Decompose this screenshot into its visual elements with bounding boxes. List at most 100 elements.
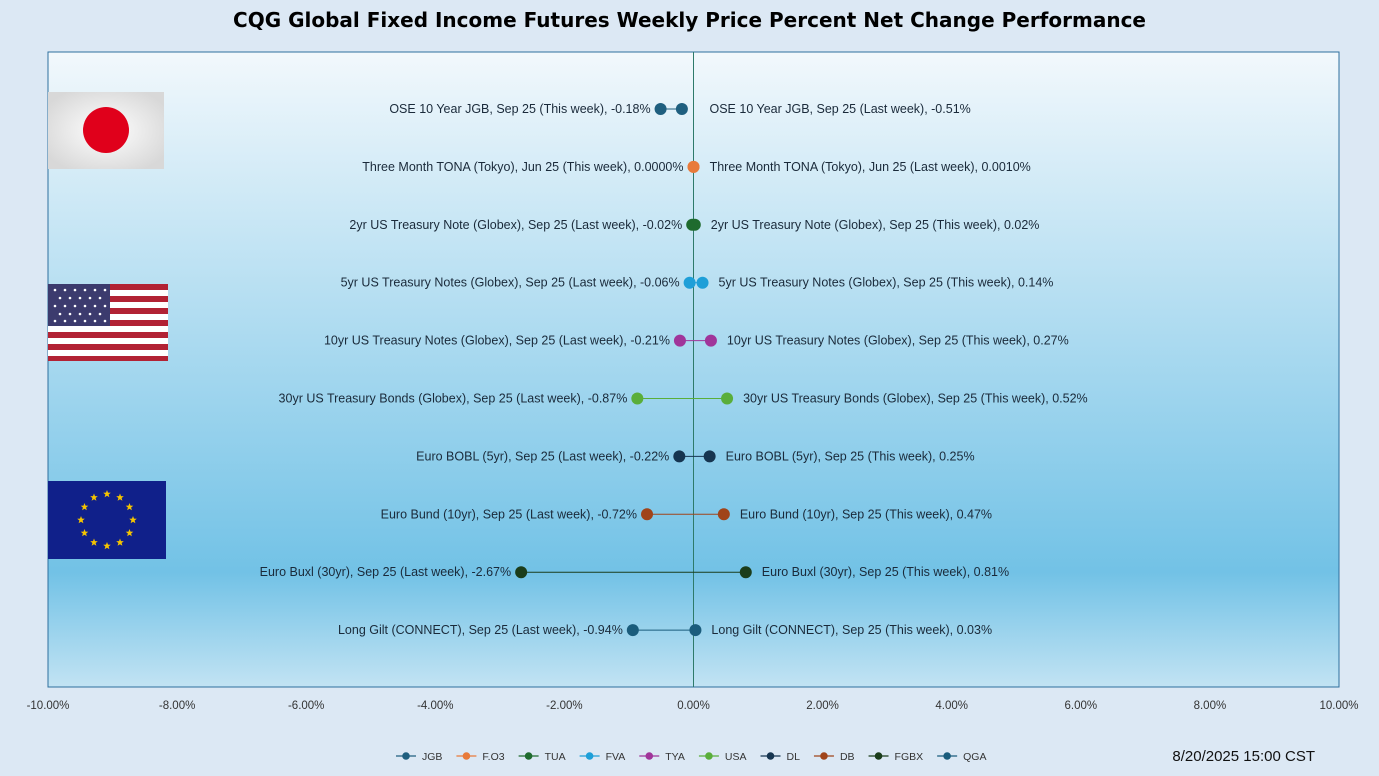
legend-item: QGA xyxy=(937,751,986,763)
legend-marker xyxy=(462,752,471,760)
point-label-right: Euro Bund (10yr), Sep 25 (This week), 0.… xyxy=(740,507,992,521)
eu-star xyxy=(80,529,89,537)
legend-marker xyxy=(943,752,951,760)
x-tick-label: 10.00% xyxy=(1319,700,1358,712)
point-label-left: Euro Buxl (30yr), Sep 25 (Last week), -2… xyxy=(260,565,512,579)
point-label-left: 2yr US Treasury Note (Globex), Sep 25 (L… xyxy=(349,218,682,232)
point-label-right: Long Gilt (CONNECT), Sep 25 (This week),… xyxy=(711,623,992,637)
legend-label: DL xyxy=(787,751,801,763)
japan-flag xyxy=(48,92,164,169)
point-right xyxy=(696,276,709,289)
point-label-left: 5yr US Treasury Notes (Globex), Sep 25 (… xyxy=(341,276,680,290)
x-tick-label: 0.00% xyxy=(677,700,710,712)
point-label-right: Three Month TONA (Tokyo), Jun 25 (Last w… xyxy=(710,160,1031,174)
point-label-right: Euro BOBL (5yr), Sep 25 (This week), 0.2… xyxy=(726,449,975,463)
eu-star xyxy=(125,529,134,537)
point-label-left: 30yr US Treasury Bonds (Globex), Sep 25 … xyxy=(279,392,628,406)
chart-marks: OSE 10 Year JGB, Sep 25 (This week), -0.… xyxy=(260,102,1088,637)
eu-star xyxy=(103,542,111,550)
x-tick-label: -4.00% xyxy=(417,700,453,712)
eu-star xyxy=(125,503,134,511)
legend-label: TYA xyxy=(665,751,685,763)
legend-item: TYA xyxy=(639,751,685,763)
legend-label: JGB xyxy=(422,751,442,763)
legend-label: FVA xyxy=(606,751,626,763)
point-label-left: Euro Bund (10yr), Sep 25 (Last week), -0… xyxy=(381,507,637,521)
legend-marker xyxy=(820,752,828,760)
legend-label: USA xyxy=(725,751,747,763)
point-right xyxy=(739,566,752,579)
point-label-left: Long Gilt (CONNECT), Sep 25 (Last week),… xyxy=(338,623,623,637)
x-tick-label: -6.00% xyxy=(288,700,324,712)
eu-star xyxy=(116,538,124,546)
legend-marker xyxy=(524,752,533,760)
point-left xyxy=(673,450,686,463)
legend-marker xyxy=(585,752,594,760)
point-label-right: 10yr US Treasury Notes (Globex), Sep 25 … xyxy=(727,334,1069,348)
point-right xyxy=(703,450,716,463)
eu-star xyxy=(129,516,137,524)
x-tick-label: 8.00% xyxy=(1194,700,1227,712)
x-tick-label: -2.00% xyxy=(546,700,582,712)
legend-item: JGB xyxy=(396,751,442,763)
point-right xyxy=(704,334,717,347)
legend-label: TUA xyxy=(545,751,566,763)
usa-flag xyxy=(48,284,168,361)
legend-item: TUA xyxy=(518,751,566,763)
point-right xyxy=(688,218,701,231)
point-left xyxy=(515,566,528,579)
eu-star xyxy=(90,538,98,546)
point-right xyxy=(721,392,734,405)
x-tick-label: -8.00% xyxy=(159,700,195,712)
legend-item: DL xyxy=(760,751,801,763)
point-right xyxy=(689,624,702,637)
x-tick-label: 4.00% xyxy=(935,700,968,712)
point-left xyxy=(641,508,654,521)
point-label-right: Euro Buxl (30yr), Sep 25 (This week), 0.… xyxy=(762,565,1009,579)
legend-marker xyxy=(402,752,410,760)
legend-label: F.O3 xyxy=(482,751,504,763)
point-left xyxy=(626,624,639,637)
x-tick-label: 2.00% xyxy=(806,700,839,712)
point-left xyxy=(654,103,667,115)
legend-label: FGBX xyxy=(895,751,924,763)
legend: JGB F.O3 TUA FVA TYA USA DL DB FGBX QGA xyxy=(396,751,986,763)
point-label-right: OSE 10 Year JGB, Sep 25 (Last week), -0.… xyxy=(710,102,971,116)
eu-star xyxy=(103,490,111,498)
point-label-right: 5yr US Treasury Notes (Globex), Sep 25 (… xyxy=(719,276,1054,290)
x-tick-label: -10.00% xyxy=(27,700,70,712)
legend-marker xyxy=(766,752,775,760)
point-label-right: 30yr US Treasury Bonds (Globex), Sep 25 … xyxy=(743,392,1088,406)
legend-item: F.O3 xyxy=(456,751,505,763)
legend-label: DB xyxy=(840,751,855,763)
legend-marker xyxy=(705,752,713,760)
legend-marker xyxy=(874,752,883,760)
point-left xyxy=(673,334,686,347)
point-label-left: 10yr US Treasury Notes (Globex), Sep 25 … xyxy=(324,334,670,348)
point-left xyxy=(631,392,644,405)
x-tick-label: 6.00% xyxy=(1064,700,1097,712)
eu-star xyxy=(77,516,85,524)
point-right xyxy=(687,160,700,173)
legend-item: FVA xyxy=(579,751,626,763)
point-label-left: Euro BOBL (5yr), Sep 25 (Last week), -0.… xyxy=(416,449,669,463)
point-label-left: Three Month TONA (Tokyo), Jun 25 (This w… xyxy=(362,160,683,174)
point-left xyxy=(683,276,696,289)
point-right xyxy=(717,508,730,521)
legend-marker xyxy=(645,752,654,760)
chart-title: CQG Global Fixed Income Futures Weekly P… xyxy=(233,8,1146,32)
legend-item: FGBX xyxy=(868,751,924,763)
x-axis: -10.00% -8.00% -6.00% -4.00% -2.00% 0.00% 2.00… xyxy=(27,700,1359,712)
point-label-right: 2yr US Treasury Note (Globex), Sep 25 (T… xyxy=(711,218,1040,232)
eu-star xyxy=(116,493,124,501)
eu-flag xyxy=(48,481,166,559)
point-label-left: OSE 10 Year JGB, Sep 25 (This week), -0.… xyxy=(389,102,650,116)
legend-label: QGA xyxy=(963,751,986,763)
legend-item: USA xyxy=(698,751,747,763)
timestamp: 8/20/2025 15:00 CST xyxy=(1172,748,1315,765)
eu-star xyxy=(80,503,89,511)
point-right xyxy=(675,103,688,115)
legend-item: DB xyxy=(813,751,855,763)
eu-star xyxy=(90,493,98,501)
